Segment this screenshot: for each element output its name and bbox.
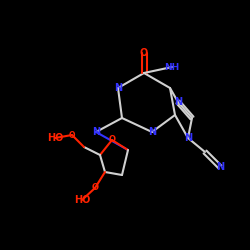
- Text: N: N: [148, 127, 156, 137]
- Text: O: O: [69, 130, 75, 140]
- Text: O: O: [108, 136, 116, 144]
- Text: NH: NH: [164, 62, 180, 72]
- Text: N: N: [184, 133, 192, 143]
- Text: HO: HO: [74, 195, 90, 205]
- Text: O: O: [92, 184, 98, 192]
- Text: HO: HO: [47, 133, 63, 143]
- Text: O: O: [140, 48, 148, 58]
- Text: N: N: [216, 162, 224, 172]
- Text: N: N: [174, 97, 182, 107]
- Text: N: N: [92, 127, 100, 137]
- Text: N: N: [114, 83, 122, 93]
